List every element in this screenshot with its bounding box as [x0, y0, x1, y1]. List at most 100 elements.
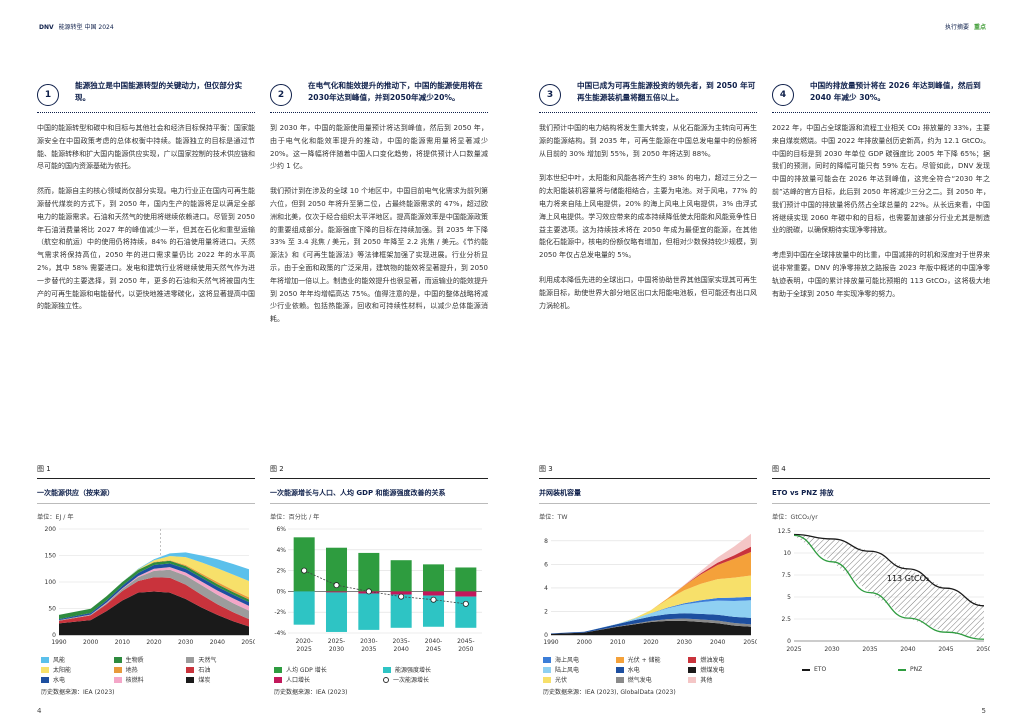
doc-title: 能源转型 中国 2024	[58, 24, 114, 31]
y-tick-label: 4	[544, 585, 548, 592]
divider	[772, 112, 990, 113]
legend-label: 石油	[198, 667, 211, 674]
bar	[455, 596, 477, 628]
bar	[455, 567, 477, 592]
column-title: 中国的排放量预计将在 2026 年达到峰值，然后到 2040 年减少 30%。	[810, 81, 981, 102]
bar	[390, 560, 412, 592]
legend-label: 煤炭	[198, 677, 211, 684]
legend-swatch	[802, 668, 810, 671]
page-number-left: 4	[37, 707, 42, 715]
legend-swatch	[615, 656, 624, 663]
column-header: 3 中国已成为可再生能源投资的领先者，到 2050 年可再生能源装机量将翻五倍以…	[539, 80, 757, 116]
divider	[539, 478, 757, 479]
legend-item: 一次能源增长	[383, 675, 488, 684]
x-tick-label: 2020	[643, 639, 658, 646]
x-tick-label: 2010	[115, 639, 130, 646]
legend-label: 水电	[627, 667, 640, 674]
legend-item: 天然气	[186, 655, 255, 664]
x-tick-label: 2040	[210, 639, 225, 646]
y-tick-label: 50	[48, 606, 56, 613]
figure-source: 历史数据来源：IEA (2023), GlobalData (2023)	[543, 689, 676, 696]
legend-item: 陆上风电	[543, 665, 612, 674]
section-highlight[interactable]: 重点	[973, 24, 986, 31]
legend-swatch	[615, 676, 624, 683]
x-tick-label: 2040	[710, 639, 725, 646]
x-tick-label: 2050	[743, 639, 757, 646]
paragraph: 2022 年，中国占全球能源和流程工业相关 CO₂ 排放量的 33%，主要来自煤…	[772, 124, 990, 235]
figure-4: 图 4 ETO vs PNZ 排放 单位：GtCO₂/yr 0 2.5 5 7.5 10…	[772, 464, 990, 674]
legend-swatch	[274, 666, 282, 673]
bar	[422, 564, 445, 592]
x-tick-label: 2000	[577, 639, 592, 646]
legend-swatch	[113, 676, 122, 683]
section-label[interactable]: 执行摘要	[945, 24, 970, 31]
legend-swatch	[543, 656, 551, 663]
y-tick-label: 2%	[276, 568, 286, 575]
y-tick-label: 6	[544, 561, 548, 568]
y-tick-label: 7.5	[781, 572, 791, 579]
bar	[358, 552, 380, 592]
y-tick-label: -4%	[274, 630, 286, 637]
data-point	[430, 596, 437, 603]
legend-item: 生物质	[113, 655, 183, 664]
x-tick-label: 2040	[900, 646, 915, 653]
x-tick-label: 1990	[51, 639, 66, 646]
chart-installed-capacity: 0 2 4 6 8 1990 2000 2010 2020 2030 2040 2050	[543, 533, 757, 646]
legend-item: ETO	[802, 665, 894, 674]
legend-swatch	[688, 676, 697, 683]
gap-area	[794, 534, 984, 640]
legend-label: 风能	[53, 657, 66, 664]
figure-1: 图 1 一次能源供应（按来源） 单位：EJ / 年 0 50 100 150 200 19…	[37, 464, 255, 696]
legend-label: 能源强度增长	[395, 667, 432, 674]
figure-unit: 单位：EJ / 年	[37, 514, 74, 521]
legend-swatch	[543, 666, 551, 673]
x-tick-label: 2020	[146, 639, 161, 646]
legend-item: 光伏 + 储能	[615, 655, 685, 664]
x-tick-label: 2010	[610, 639, 625, 646]
y-tick-label: 0	[544, 632, 548, 639]
column-title: 中国已成为可再生能源投资的领先者，到 2050 年可再生能源装机量将翻五倍以上。	[577, 81, 756, 102]
figure-number: 图 3	[539, 465, 553, 473]
legend-swatch	[274, 676, 282, 683]
chart-legend: ETO PNZ	[772, 665, 990, 674]
legend-label: 人口增长	[286, 677, 311, 684]
legend-label: 光伏	[555, 677, 568, 684]
legend-label: 核燃料	[125, 677, 144, 684]
x-tick-label: 2035	[361, 646, 376, 653]
legend-item: 能源强度增长	[383, 665, 488, 674]
legend-item: PNZ	[898, 665, 990, 674]
y-tick-label: -2%	[274, 609, 286, 616]
column-header: 1 能源独立是中国能源转型的关键动力，但仅部分实现。	[37, 80, 255, 116]
divider	[539, 112, 757, 113]
paragraph: 我们预计中国的电力结构将发生重大转变，从化石能源为主转向可再生源的能源结构。到 …	[539, 124, 757, 158]
legend-swatch	[688, 666, 697, 673]
y-tick-label: 2	[544, 608, 548, 615]
bar	[390, 594, 412, 628]
legend-item: 人均 GDP 增长	[274, 665, 379, 674]
figure-unit: 单位：TW	[539, 514, 568, 521]
legend-item: 人口增长	[274, 675, 379, 684]
chart-legend: 海上风电 光伏 + 储能 燃油发电 陆上风电 水电 燃煤发电 光伏 燃气发电 其他	[539, 655, 757, 684]
x-tick-label: 2030	[329, 646, 344, 653]
legend-swatch	[383, 676, 389, 683]
legend-swatch	[113, 656, 122, 663]
legend-swatch	[41, 656, 49, 663]
column-3: 3 中国已成为可再生能源投资的领先者，到 2050 年可再生能源装机量将翻五倍以…	[539, 80, 757, 312]
area-series	[551, 620, 751, 635]
dnv-logo: DNV	[39, 24, 54, 31]
y-tick-label: 0	[787, 638, 791, 645]
y-tick-label: 0%	[276, 588, 286, 595]
figure-number: 图 4	[772, 465, 786, 473]
x-tick-label: 2030	[178, 639, 193, 646]
y-tick-label: 6%	[276, 526, 286, 533]
x-tick-label: 2045	[938, 646, 953, 653]
legend-item: 地热	[113, 665, 183, 674]
legend-item: 其他	[688, 675, 757, 684]
section-number: 3	[539, 84, 561, 106]
divider	[772, 478, 990, 479]
x-tick-label: 2035-	[392, 638, 409, 645]
y-tick-label: 5	[787, 594, 791, 601]
y-tick-label: 12.5	[778, 528, 792, 535]
legend-label: 一次能源增长	[393, 677, 430, 684]
legend-label: 海上风电	[555, 657, 580, 664]
